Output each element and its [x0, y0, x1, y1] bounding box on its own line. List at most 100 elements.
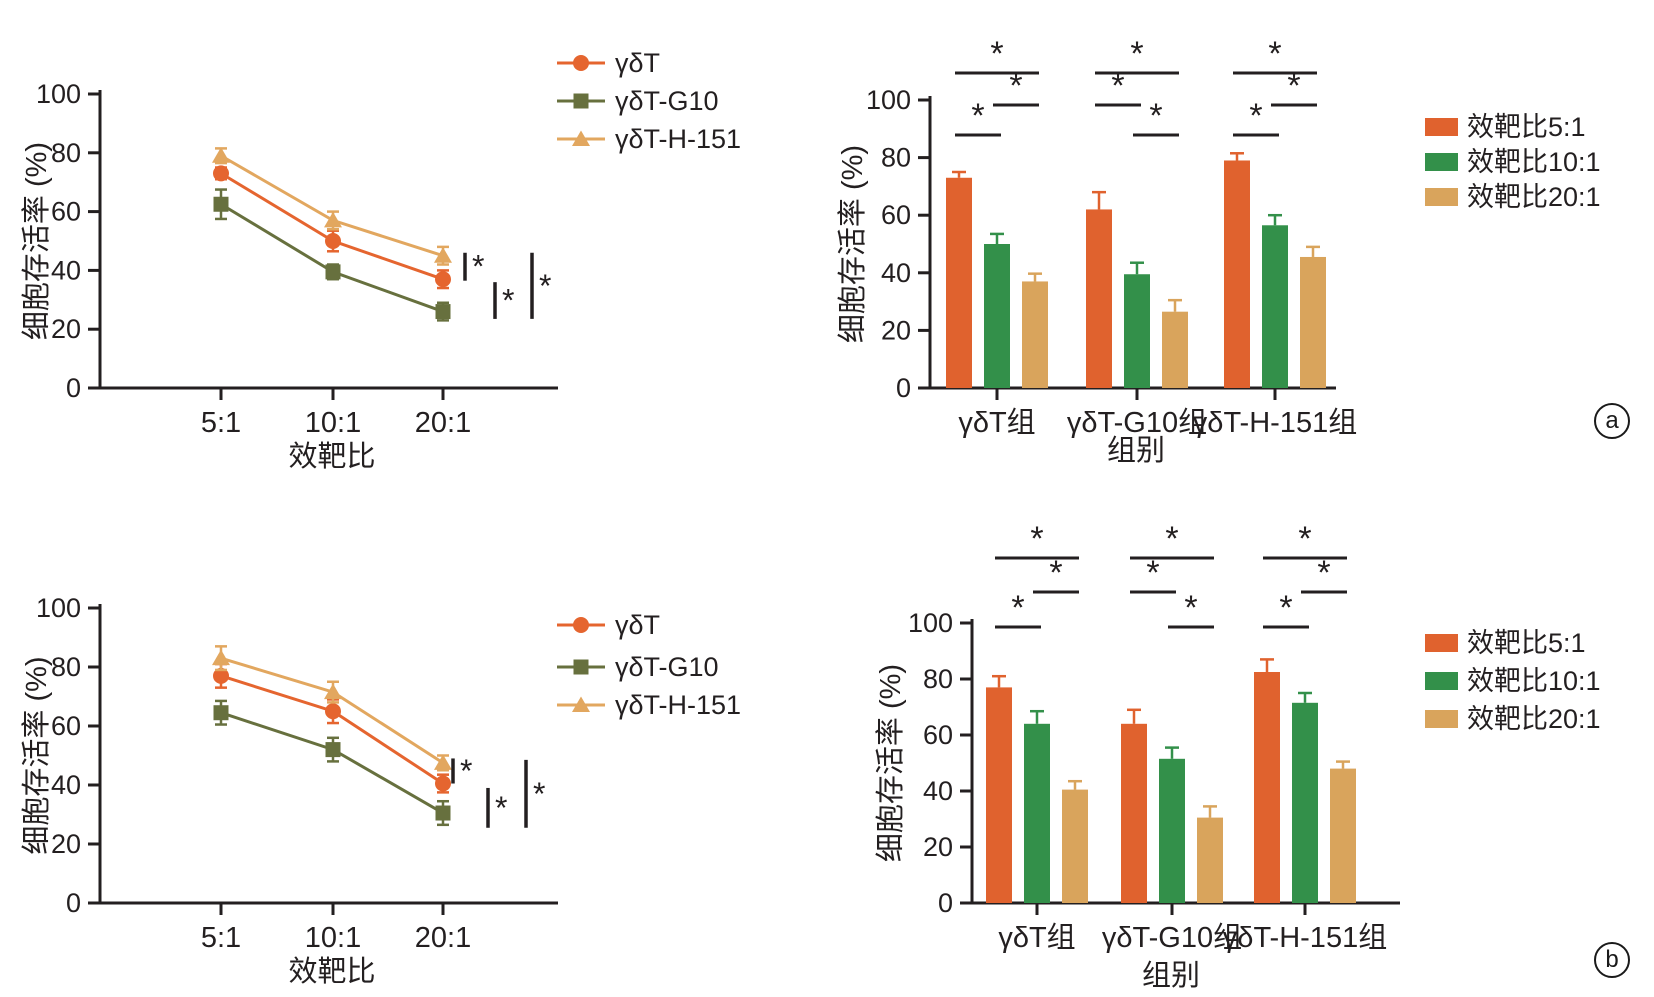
significance-asterisk: * [1049, 554, 1062, 592]
y-tick-label: 40 [881, 258, 911, 288]
bar [1024, 723, 1050, 903]
bar [984, 244, 1010, 388]
y-tick-label: 40 [923, 776, 953, 806]
legend-label: γδT-G10 [615, 86, 719, 116]
significance-asterisk: * [460, 753, 472, 789]
significance-asterisk: * [495, 790, 507, 826]
y-tick-label: 0 [66, 888, 81, 918]
bar [1330, 768, 1356, 903]
y-tick-label: 0 [896, 373, 911, 403]
significance-asterisk: * [533, 776, 545, 812]
significance-asterisk: * [1165, 520, 1178, 558]
bar [1254, 672, 1280, 903]
legend-label: 效靶比5:1 [1467, 628, 1586, 658]
line-chart-panel-b: 0 20 40 60 80 100 细胞存活率 (%) 5:1 10:1 20:1 效靶比 γδT γδ… [20, 593, 741, 988]
bar [1086, 209, 1112, 388]
square-marker [573, 659, 589, 675]
significance-asterisk: * [1130, 35, 1143, 73]
bar [1159, 758, 1185, 903]
circle-marker [435, 775, 451, 792]
legend-label: 效靶比20:1 [1467, 704, 1601, 734]
y-tick-label: 60 [923, 720, 953, 750]
panel-b-label: b [1594, 942, 1630, 978]
x-tick-label: 10:1 [305, 407, 361, 439]
significance-asterisk: * [1111, 67, 1124, 105]
y-tick-label: 20 [881, 315, 911, 345]
triangle-marker [324, 683, 342, 700]
legend-label: γδT-H-151 [615, 124, 741, 154]
circle-marker [213, 165, 229, 182]
significance-asterisk: * [539, 268, 551, 304]
y-tick-label: 20 [923, 832, 953, 862]
legend-swatch [1425, 118, 1458, 136]
significance-asterisk: * [1011, 589, 1024, 627]
x-tick-label: 5:1 [201, 407, 241, 439]
square-marker [435, 805, 451, 821]
x-tick-label: γδT组 [998, 921, 1075, 954]
bar-chart-panel-a: 0 20 40 60 80 100 细胞存活率 (%) γδT组 γδT-G10组γδT-H-1… [836, 35, 1601, 467]
legend-label: 效靶比20:1 [1467, 182, 1601, 212]
circle-marker [325, 233, 341, 249]
y-tick-label: 60 [881, 200, 911, 230]
y-tick-label: 40 [51, 255, 81, 285]
line-chart-panel-a: 0 20 40 60 80 100 细胞存活率 (%) 5:1 10:1 20:1 效靶比 γδT γδ… [20, 48, 741, 473]
circle-marker [213, 667, 229, 684]
x-tick-label: γδT-H-151组 [1193, 406, 1357, 439]
legend-swatch [1425, 634, 1458, 652]
legend-label: γδT [615, 610, 660, 640]
square-marker [325, 264, 341, 280]
y-tick-label: 20 [51, 314, 81, 344]
y-tick-label: 100 [36, 593, 81, 623]
significance-asterisk: * [1184, 589, 1197, 627]
x-tick-label: 20:1 [415, 922, 471, 954]
x-axis-title: 组别 [1142, 959, 1200, 992]
bar [946, 177, 972, 388]
triangle-marker [572, 130, 590, 146]
significance-asterisk: * [990, 35, 1003, 73]
y-tick-label: 100 [866, 85, 911, 115]
legend-label: 效靶比10:1 [1467, 666, 1601, 696]
y-axis-title: 细胞存活率 (%) [874, 664, 907, 862]
legend-label: γδT-H-151 [615, 690, 741, 720]
bar [1300, 256, 1326, 388]
panel-a-label: a [1594, 403, 1630, 439]
significance-asterisk: * [502, 283, 514, 319]
triangle-marker [434, 247, 452, 263]
x-tick-label: 20:1 [415, 407, 471, 439]
y-tick-label: 0 [938, 888, 953, 918]
x-axis-title: 效靶比 [288, 955, 375, 988]
y-tick-label: 80 [51, 138, 81, 168]
x-axis-title: 组别 [1107, 434, 1165, 467]
significance-asterisk: * [1279, 589, 1292, 627]
triangle-marker [434, 754, 452, 770]
circle-marker [325, 703, 341, 720]
square-marker [213, 705, 229, 721]
significance-asterisk: * [1149, 97, 1162, 135]
bar [1022, 281, 1048, 388]
legend-label: γδT [615, 48, 660, 78]
x-tick-label: 10:1 [305, 922, 361, 954]
x-tick-label: γδT-G10组 [1102, 921, 1242, 954]
circle-marker [573, 617, 589, 633]
bar [986, 687, 1012, 903]
y-tick-label: 80 [51, 652, 81, 682]
y-tick-label: 100 [36, 79, 81, 109]
significance-asterisk: * [1249, 97, 1262, 135]
bar [1292, 702, 1318, 903]
legend-swatch [1425, 188, 1458, 206]
significance-asterisk: * [1268, 35, 1281, 73]
y-tick-label: 20 [51, 829, 81, 859]
circle-marker [435, 271, 451, 288]
square-marker [573, 93, 589, 109]
y-tick-label: 60 [51, 711, 81, 741]
legend-swatch [1425, 672, 1458, 690]
significance-asterisk: * [1298, 520, 1311, 558]
y-tick-label: 60 [51, 197, 81, 227]
square-marker [213, 196, 229, 212]
significance-asterisk: * [472, 249, 484, 285]
legend-label: 效靶比10:1 [1467, 147, 1601, 177]
bar [1197, 817, 1223, 903]
significance-asterisk: * [1030, 520, 1043, 558]
circle-marker [573, 55, 589, 71]
